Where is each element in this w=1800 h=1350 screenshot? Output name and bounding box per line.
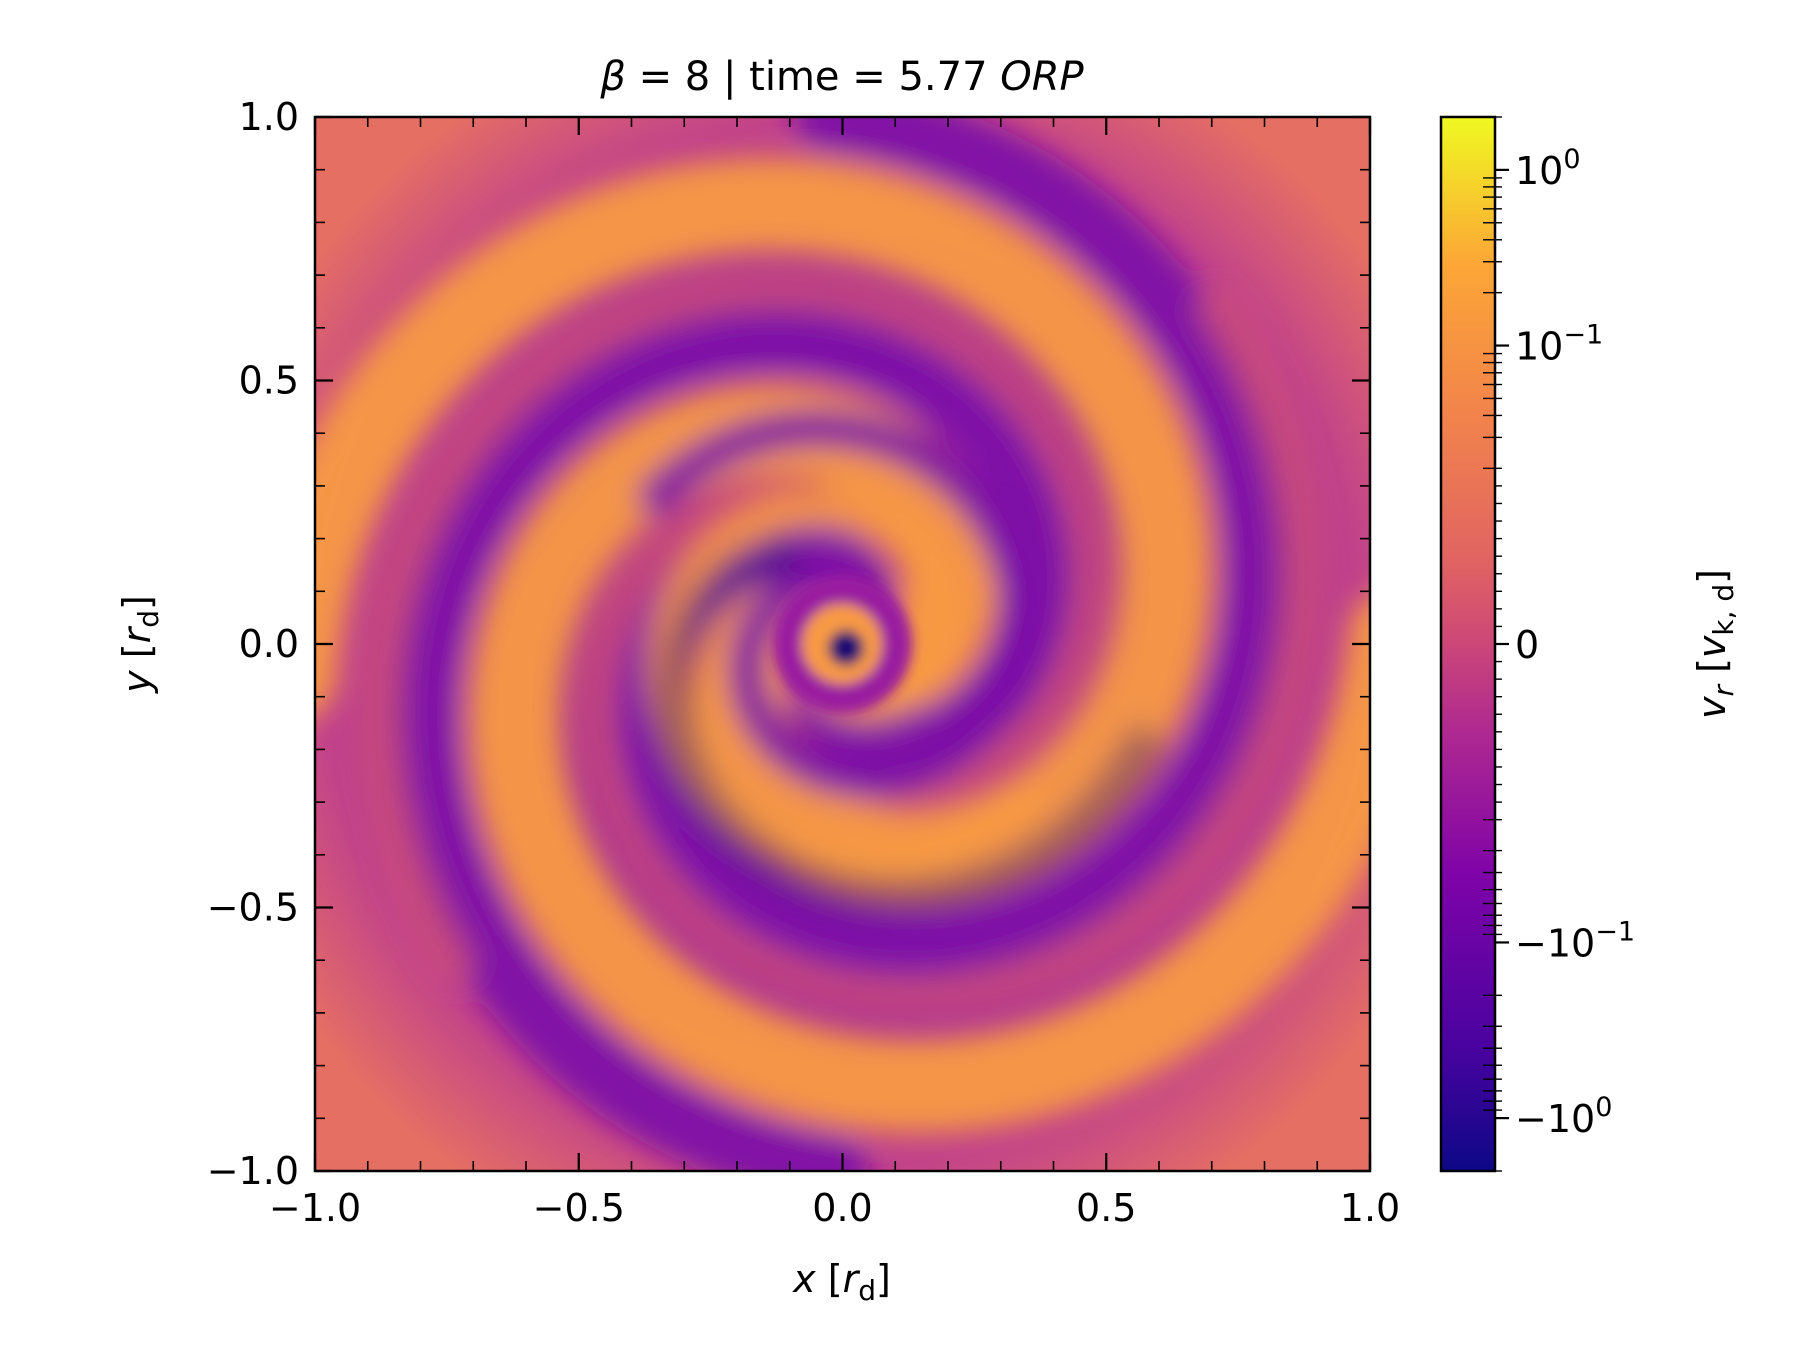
colorbar-label: vr [vk, d] (1690, 569, 1740, 719)
x-tick-label: −1.0 (269, 1186, 361, 1230)
spiral-arm (315, 157, 1215, 904)
heatmap-field (315, 117, 1370, 1171)
colorbar-tick-label: −100 (1515, 1092, 1612, 1141)
chart-title: β = 8 | time = 5.77 ORP (599, 54, 1084, 100)
x-tick-label: 1.0 (1340, 1186, 1400, 1230)
y-axis-label: y [rd] (115, 595, 165, 694)
y-tick-label: 0.5 (239, 359, 299, 403)
x-tick-label: 0.0 (812, 1186, 872, 1230)
spiral-arm (467, 381, 1370, 1134)
x-tick-label: 0.5 (1076, 1186, 1136, 1230)
x-axis-label: x [rd] (792, 1257, 891, 1307)
x-tick-label: −0.5 (533, 1186, 625, 1230)
colorbar-gradient (1439, 115, 1497, 1173)
spiral-arm (360, 267, 1115, 984)
colorbar-tick-label: 10−1 (1515, 320, 1603, 369)
spiral-arm (573, 288, 1322, 1018)
y-axis: −1.0 −0.5 0.0 0.5 1.0 (207, 95, 1370, 1193)
x-axis: −1.0 −0.5 0.0 0.5 1.0 (269, 117, 1400, 1230)
spiral-arm (654, 537, 1162, 918)
y-tick-label: −1.0 (207, 1149, 299, 1193)
spiral-arm (385, 298, 1080, 1171)
colorbar-tick-label: 0 (1515, 623, 1539, 667)
y-tick-label: 1.0 (239, 95, 299, 139)
colorbar-tick-label: 100 (1515, 144, 1581, 193)
colorbar-tick-label: −10−1 (1515, 916, 1635, 965)
y-tick-label: 0.0 (239, 622, 299, 666)
colorbar: 100 10−1 0 −10−1 −100 vr [vk, d] (1439, 115, 1740, 1173)
y-tick-label: −0.5 (207, 886, 299, 930)
